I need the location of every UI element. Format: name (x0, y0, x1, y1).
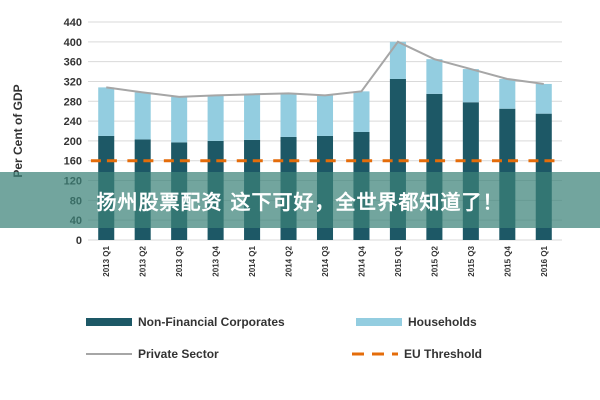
y-tick-label: 280 (64, 96, 82, 108)
bar-households (280, 93, 297, 137)
y-axis-title: Per Cent of GDP (11, 84, 25, 177)
legend-swatch (86, 318, 132, 326)
bar-households (134, 92, 151, 140)
bar-households (535, 83, 552, 114)
y-tick-label: 400 (64, 37, 82, 49)
x-tick-label: 2014 Q4 (357, 245, 366, 276)
x-tick-label: 2013 Q2 (139, 245, 148, 276)
bar-households (353, 91, 370, 132)
x-tick-label: 2015 Q1 (394, 245, 403, 276)
legend-label: EU Threshold (404, 347, 482, 361)
x-tick-label: 2014 Q1 (248, 245, 257, 276)
bar-households (171, 96, 188, 143)
bar-households (244, 94, 261, 140)
y-tick-label: 200 (64, 136, 82, 148)
x-tick-label: 2015 Q3 (467, 245, 476, 276)
x-tick-label: 2013 Q4 (212, 245, 221, 276)
legend-label: Households (408, 315, 477, 329)
private-sector-line (106, 40, 544, 98)
y-tick-label: 360 (64, 57, 82, 69)
bar-households (98, 87, 115, 136)
y-tick-label: 240 (64, 116, 82, 128)
y-tick-label: 320 (64, 76, 82, 88)
y-tick-label: 160 (64, 156, 82, 168)
legend-label: Non-Financial Corporates (138, 315, 285, 329)
bar-households (316, 95, 334, 136)
banner-text: 扬州股票配资 这下可好，全世界都知道了！ (96, 189, 504, 214)
x-tick-label: 2015 Q4 (503, 245, 512, 276)
legend-label: Private Sector (138, 347, 219, 361)
x-tick-label: 2013 Q3 (175, 245, 184, 276)
bar-households (499, 78, 516, 109)
bar-households (462, 69, 479, 103)
legend-swatch (356, 318, 402, 326)
x-tick-label: 2015 Q2 (430, 245, 439, 276)
lines (90, 40, 560, 163)
x-axis-ticks: 2013 Q1 2013 Q2 2013 Q3 2013 Q4 2014 Q1 2014 … (102, 245, 549, 276)
y-tick-label: 0 (76, 235, 82, 247)
watermark-banner: 扬州股票配资 这下可好，全世界都知道了！ (0, 172, 600, 228)
bar-households (426, 59, 443, 94)
y-tick-label: 440 (64, 17, 82, 29)
bar-households (207, 95, 224, 141)
x-tick-label: 2013 Q1 (102, 245, 111, 276)
bar-households (389, 41, 406, 79)
x-tick-label: 2016 Q1 (540, 245, 549, 276)
legend: Non-Financial Corporates Households Privat… (86, 315, 482, 361)
x-tick-label: 2014 Q3 (321, 245, 330, 276)
x-tick-label: 2014 Q2 (285, 245, 294, 276)
